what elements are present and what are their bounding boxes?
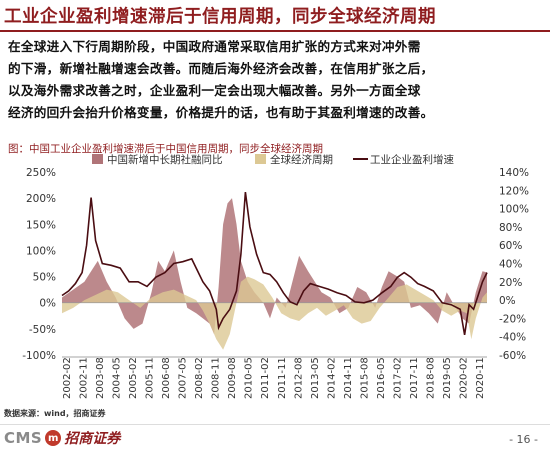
x-axis-tick-label: 2014-11 — [343, 357, 354, 399]
x-axis-tick-label: 2007-05 — [178, 357, 189, 399]
x-axis-tick-label: 2002-11 — [79, 357, 90, 399]
left-axis-tick-label: -100% — [22, 350, 56, 362]
x-axis-tick-label: 2014-02 — [326, 357, 337, 399]
right-axis-tick-label: 120% — [499, 185, 529, 197]
x-axis-tick-label: 2020-02 — [459, 357, 470, 399]
right-axis-tick-label: -60% — [499, 350, 526, 362]
x-axis-tick-label: 2020-11 — [475, 357, 486, 399]
x-axis-tick-label: 2013-05 — [310, 357, 321, 399]
body-line: 以及海外需求改善之时，企业盈利一定会出现大幅改善。另外一方面全球 — [8, 83, 421, 98]
logo-cms-text: CMS — [4, 429, 43, 447]
x-axis-tick-label: 2008-11 — [211, 357, 222, 399]
legend-swatch — [255, 154, 266, 164]
x-axis-tick-label: 2012-08 — [293, 357, 304, 399]
left-axis-tick-label: 50% — [33, 272, 56, 284]
x-axis-tick-label: 2002-02 — [62, 357, 73, 399]
header-bar: 工业企业盈利增速滞后于信用周期，同步全球经济周期 — [0, 0, 550, 30]
footer-rule — [0, 424, 550, 425]
left-axis-tick-label: -50% — [29, 324, 56, 336]
right-axis-tick-label: 140% — [499, 167, 529, 179]
page-number: - 16 - — [509, 433, 538, 446]
x-axis-tick-label: 2005-11 — [145, 357, 156, 399]
series-area-global-cycle — [62, 276, 487, 350]
right-axis-tick-label: -40% — [499, 332, 526, 344]
right-axis-tick-label: 80% — [499, 222, 522, 234]
body-line: 的下滑，新增社融增速会改善。而随后海外经济会改善，在信用扩张之后， — [8, 61, 434, 76]
page-title: 工业企业盈利增速滞后于信用周期，同步全球经济周期 — [4, 7, 436, 27]
title-rule — [0, 30, 550, 32]
left-axis-tick-label: 0% — [39, 298, 56, 310]
x-axis-tick-label: 2004-05 — [112, 357, 123, 399]
figure-caption: 图：中国工业企业盈利增速滞后于中国信用周期，同步全球经济周期 — [8, 143, 323, 155]
x-axis-tick-label: 2017-11 — [409, 357, 420, 399]
x-axis-tick-label: 2018-08 — [425, 357, 436, 399]
x-axis-tick-label: 2009-08 — [227, 357, 238, 399]
x-axis-tick-label: 2016-05 — [376, 357, 387, 399]
logo-cn-text: 招商证券 — [64, 431, 121, 447]
legend-label: 工业企业盈利增速 — [370, 153, 454, 166]
x-axis-tick-label: 2003-08 — [95, 357, 106, 399]
x-axis-tick-label: 2010-05 — [244, 357, 255, 399]
left-axis-tick-label: 100% — [26, 245, 56, 257]
right-axis-tick-label: 0% — [499, 295, 516, 307]
right-axis-tick-label: -20% — [499, 313, 526, 325]
series-line-profit — [61, 191, 488, 336]
right-axis-tick-label: 100% — [499, 204, 529, 216]
x-axis-tick-label: 2006-08 — [161, 357, 172, 399]
x-axis-tick-label: 2015-08 — [359, 357, 370, 399]
x-axis-tick-label: 2017-02 — [392, 357, 403, 399]
logo-mark-icon: m — [45, 430, 62, 446]
right-axis-tick-label: 20% — [499, 277, 522, 289]
left-axis-tick-label: 200% — [26, 193, 56, 205]
x-axis-tick-label: 2011-02 — [260, 357, 271, 399]
source-note: 数据来源：wind，招商证券 — [4, 409, 106, 418]
right-axis-tick-label: 60% — [499, 240, 522, 252]
x-axis-tick-label: 2008-02 — [194, 357, 205, 399]
company-logo: CMS m 招商证券 — [4, 427, 120, 449]
legend-label: 中国新增中长期社融同比 — [107, 153, 223, 166]
chart: 中国新增中长期社融同比 全球经济周期 工业企业盈利增速 250% 200% 150% 100… — [22, 153, 529, 399]
body-text: 在全球进入下行周期阶段，中国政府通常采取信用扩张的方式来对冲外需 的下滑，新增社… — [8, 36, 544, 124]
right-axis-tick-label: 40% — [499, 259, 522, 271]
body-line: 经济的回升会抬升价格变量，价格提升的话，也有助于其盈利增速的改善。 — [8, 105, 434, 120]
body-line: 在全球进入下行周期阶段，中国政府通常采取信用扩张的方式来对冲外需 — [8, 39, 421, 54]
x-axis-tick-label: 2005-02 — [128, 357, 139, 399]
left-axis-tick-label: 250% — [26, 167, 56, 179]
x-axis-tick-label: 2011-11 — [277, 357, 288, 399]
x-axis-tick-label: 2019-05 — [442, 357, 453, 399]
legend-swatch — [92, 154, 103, 164]
left-axis-tick-label: 150% — [26, 219, 56, 231]
legend-label: 全球经济周期 — [270, 153, 333, 166]
series-area-social-financing — [62, 198, 487, 335]
